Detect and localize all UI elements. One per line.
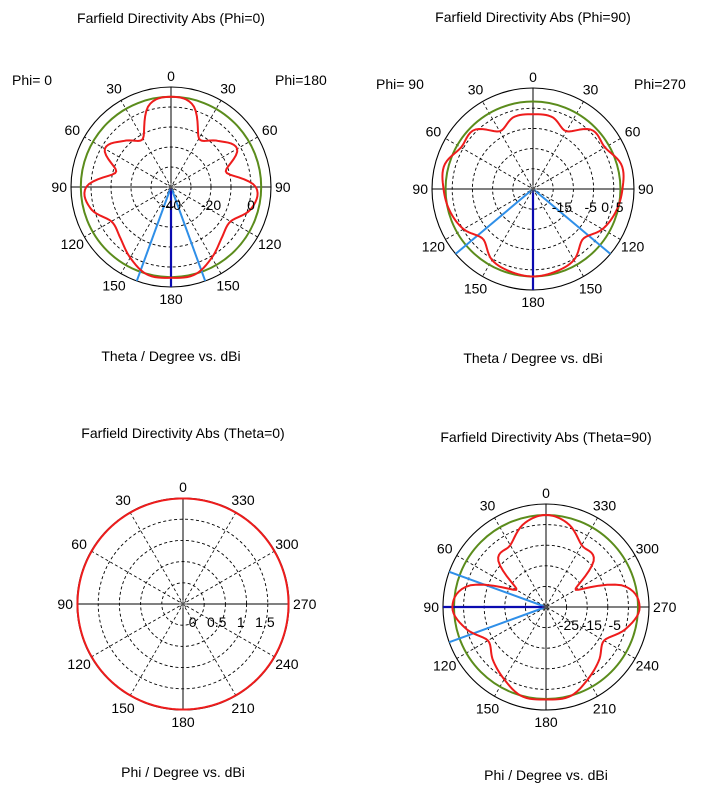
angle-tick-label: 120 bbox=[621, 239, 645, 255]
angle-tick-label: 150 bbox=[111, 700, 135, 716]
angle-tick-label: 90 bbox=[57, 596, 73, 612]
pattern-curve bbox=[451, 513, 641, 701]
angle-tick-label: 270 bbox=[293, 596, 317, 612]
polar-chart-2: Farfield Directivity Abs (Phi=90) Theta /… bbox=[376, 9, 686, 366]
angle-tick-label: 120 bbox=[422, 239, 446, 255]
angle-tick-label: 330 bbox=[231, 492, 255, 508]
axis-label: Theta / Degree vs. dBi bbox=[463, 350, 602, 366]
angle-tick-label: 240 bbox=[275, 656, 299, 672]
radial-tick-label: 0 bbox=[189, 614, 197, 630]
radial-tick-label: -15 bbox=[582, 617, 602, 633]
angle-tick-label: 210 bbox=[593, 700, 617, 716]
angle-tick-label: 90 bbox=[423, 599, 439, 615]
angle-tick-label: 300 bbox=[636, 541, 660, 557]
angle-tick-label: 120 bbox=[67, 656, 91, 672]
angle-tick-label: 30 bbox=[220, 80, 236, 96]
origin-marker bbox=[167, 183, 175, 191]
radial-tick-label: 1.5 bbox=[255, 614, 275, 630]
radial-tick-label: -20 bbox=[201, 197, 221, 213]
axis-label: Phi / Degree vs. dBi bbox=[121, 764, 245, 780]
angle-tick-label: 150 bbox=[216, 278, 240, 294]
pattern-curve bbox=[76, 497, 290, 711]
radial-tick-label: -25 bbox=[559, 617, 579, 633]
angle-tick-label: 120 bbox=[433, 658, 457, 674]
left-plane-label: Phi= 0 bbox=[12, 72, 52, 88]
angle-tick-label: 150 bbox=[476, 700, 500, 716]
angle-tick-label: 180 bbox=[159, 291, 183, 307]
angle-tick-label: 90 bbox=[275, 179, 291, 195]
angle-tick-label: 60 bbox=[262, 122, 278, 138]
angle-tick-label: 0 bbox=[167, 68, 175, 84]
chart-title: Farfield Directivity Abs (Phi=90) bbox=[435, 9, 631, 25]
angle-tick-label: 0 bbox=[529, 69, 537, 85]
radial-tick-label: 0 bbox=[601, 199, 609, 215]
grid-spoke bbox=[494, 517, 598, 697]
right-plane-label: Phi=180 bbox=[275, 72, 327, 88]
grid-spoke bbox=[456, 555, 636, 659]
angle-tick-label: 60 bbox=[437, 541, 453, 557]
angle-tick-label: 90 bbox=[51, 179, 67, 195]
beamwidth-line bbox=[532, 188, 612, 255]
angle-tick-label: 330 bbox=[593, 498, 617, 514]
angle-tick-label: 300 bbox=[275, 536, 299, 552]
angle-tick-label: 30 bbox=[468, 81, 484, 97]
beamwidth-line bbox=[170, 186, 207, 282]
angle-tick-label: 120 bbox=[258, 236, 282, 252]
angle-tick-label: 150 bbox=[464, 281, 488, 297]
angle-tick-label: 60 bbox=[625, 124, 641, 140]
angle-tick-label: 180 bbox=[521, 294, 545, 310]
polar-chart-4: Farfield Directivity Abs (Theta=90) Phi /… bbox=[423, 429, 676, 783]
angle-tick-label: 60 bbox=[65, 122, 81, 138]
left-plane-label: Phi= 90 bbox=[376, 76, 424, 92]
angle-tick-label: 90 bbox=[638, 181, 654, 197]
angle-tick-label: 240 bbox=[636, 658, 660, 674]
pattern-curve bbox=[83, 95, 259, 279]
angle-tick-label: 150 bbox=[102, 278, 126, 294]
beamwidth-line bbox=[454, 188, 534, 255]
angle-tick-label: 30 bbox=[115, 492, 131, 508]
right-plane-label: Phi=270 bbox=[634, 76, 686, 92]
angle-tick-label: 0 bbox=[179, 479, 187, 495]
angle-tick-label: 150 bbox=[579, 281, 603, 297]
radial-tick-label: -5 bbox=[608, 617, 621, 633]
angle-tick-label: 30 bbox=[583, 81, 599, 97]
radial-tick-label: 0.5 bbox=[207, 614, 227, 630]
origin-marker bbox=[179, 600, 187, 608]
angle-tick-label: 210 bbox=[231, 700, 255, 716]
pattern-curve bbox=[441, 113, 625, 278]
grid-spoke bbox=[494, 517, 598, 697]
angle-tick-label: 90 bbox=[412, 181, 428, 197]
grid-spoke bbox=[456, 555, 636, 659]
chart-title: Farfield Directivity Abs (Theta=0) bbox=[81, 425, 284, 441]
polar-chart-3: Farfield Directivity Abs (Theta=0) Phi / … bbox=[57, 425, 316, 780]
angle-tick-label: 120 bbox=[61, 236, 85, 252]
origin-marker bbox=[529, 185, 537, 193]
radial-tick-label: 5 bbox=[616, 199, 624, 215]
angle-tick-label: 60 bbox=[426, 124, 442, 140]
beamwidth-line bbox=[135, 186, 172, 282]
angle-tick-label: 180 bbox=[534, 714, 558, 730]
radial-tick-label: -15 bbox=[552, 199, 572, 215]
angle-tick-label: 60 bbox=[71, 536, 87, 552]
angle-tick-label: 30 bbox=[106, 80, 122, 96]
polar-chart-1: Farfield Directivity Abs (Phi=0) Theta / … bbox=[12, 10, 327, 364]
chart-title: Farfield Directivity Abs (Phi=0) bbox=[77, 10, 265, 26]
radial-tick-label: 0 bbox=[247, 197, 255, 213]
angle-tick-label: 30 bbox=[480, 498, 496, 514]
axis-label: Theta / Degree vs. dBi bbox=[101, 348, 240, 364]
axis-label: Phi / Degree vs. dBi bbox=[484, 767, 608, 783]
radial-tick-label: -5 bbox=[584, 199, 597, 215]
angle-tick-label: 0 bbox=[542, 485, 550, 501]
beamwidth-line bbox=[448, 606, 547, 644]
angle-tick-label: 180 bbox=[171, 714, 195, 730]
origin-marker bbox=[542, 603, 550, 611]
beamwidth-line bbox=[448, 570, 547, 608]
angle-tick-label: 270 bbox=[653, 599, 677, 615]
radial-tick-label: -40 bbox=[161, 197, 181, 213]
radial-tick-label: 1 bbox=[237, 614, 245, 630]
chart-title: Farfield Directivity Abs (Theta=90) bbox=[440, 429, 651, 445]
